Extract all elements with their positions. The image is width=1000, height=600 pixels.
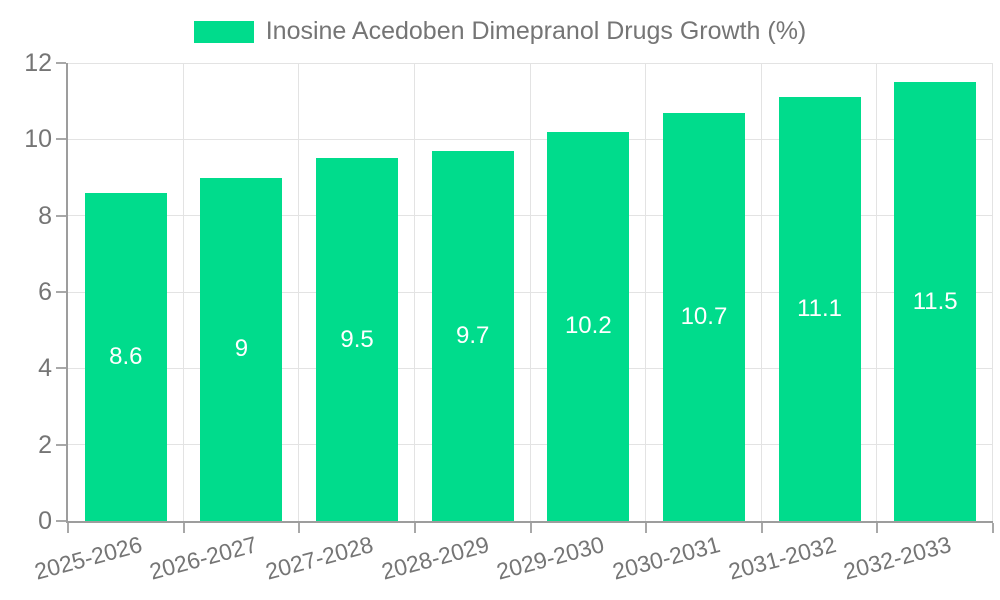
bar[interactable]: 9.7	[431, 150, 514, 521]
bar[interactable]: 10.2	[547, 131, 630, 521]
x-axis-tick	[760, 523, 763, 533]
bar[interactable]: 9.5	[316, 158, 399, 521]
y-tick-label: 10	[24, 125, 52, 154]
x-tick-label: 2032-2033	[840, 531, 954, 585]
legend-series-label: Inosine Acedoben Dimepranol Drugs Growth…	[265, 17, 807, 45]
y-tick-label: 6	[38, 278, 52, 306]
vertical-gridline	[876, 63, 878, 521]
y-tick-label: 2	[38, 430, 52, 459]
bar[interactable]: 8.6	[84, 192, 167, 521]
x-tick-label: 2028-2029	[378, 531, 492, 585]
horizontal-gridline	[68, 63, 993, 64]
horizontal-gridline	[68, 138, 993, 140]
vertical-gridline	[645, 63, 647, 521]
x-axis-tick	[992, 523, 994, 533]
vertical-gridline	[182, 63, 184, 521]
vertical-gridline	[529, 63, 531, 521]
bar[interactable]: 9	[200, 177, 283, 521]
horizontal-gridline	[68, 367, 993, 369]
y-axis-tick	[56, 520, 66, 522]
vertical-gridline	[760, 63, 762, 521]
bar-value-label: 10.2	[564, 312, 612, 340]
x-tick-label: 2026-2027	[147, 531, 261, 585]
x-axis-tick	[413, 523, 416, 533]
bar-value-label: 11.1	[797, 295, 843, 323]
bar-value-label: 11.5	[912, 287, 958, 315]
bar-value-label: 10.7	[680, 302, 728, 330]
vertical-gridline	[413, 63, 415, 521]
x-axis-tick	[876, 523, 879, 533]
horizontal-gridline	[68, 291, 993, 293]
bar[interactable]: 10.7	[662, 112, 745, 521]
x-tick-label: 2029-2030	[494, 531, 608, 585]
horizontal-gridline	[68, 444, 993, 446]
horizontal-gridline	[68, 215, 993, 217]
legend-item[interactable]: Inosine Acedoben Dimepranol Drugs Growth…	[193, 17, 807, 46]
bar-value-label: 8.6	[109, 342, 143, 370]
y-axis-tick	[56, 443, 66, 446]
vertical-gridline	[298, 63, 300, 521]
x-tick-label: 2030-2031	[609, 531, 723, 585]
x-tick-label: 2031-2032	[725, 531, 839, 585]
x-axis-tick	[529, 523, 532, 533]
y-tick-label: 12	[24, 49, 52, 77]
y-axis-line	[66, 63, 68, 523]
x-axis-line	[66, 521, 993, 523]
chart-legend: Inosine Acedoben Dimepranol Drugs Growth…	[0, 17, 1000, 46]
y-axis-tick	[56, 214, 66, 217]
legend-color-swatch	[193, 20, 254, 43]
x-tick-label: 2025-2026	[31, 531, 145, 585]
y-axis-tick	[56, 138, 66, 141]
plot-area: 8.6 9 9.5 9.7 10.2 10.7 11.1 11.5	[56, 62, 994, 533]
bar[interactable]: 11.5	[894, 82, 977, 521]
y-tick-label: 8	[38, 201, 52, 230]
bar[interactable]: 11.1	[778, 97, 861, 521]
bar-value-label: 9.5	[340, 325, 374, 353]
y-tick-label: 4	[38, 354, 52, 383]
x-axis-tick	[298, 523, 301, 533]
y-axis-tick	[56, 62, 66, 64]
x-tick-label: 2027-2028	[262, 531, 376, 585]
y-axis-tick	[56, 291, 66, 293]
x-axis-tick	[645, 523, 648, 533]
vertical-gridline	[992, 63, 993, 521]
x-axis-tick	[182, 523, 185, 533]
y-tick-label: 0	[38, 507, 52, 535]
y-axis-tick	[56, 367, 66, 370]
bar-value-label: 9	[234, 335, 249, 363]
x-axis-tick	[67, 523, 69, 533]
bar-value-label: 9.7	[456, 321, 490, 349]
